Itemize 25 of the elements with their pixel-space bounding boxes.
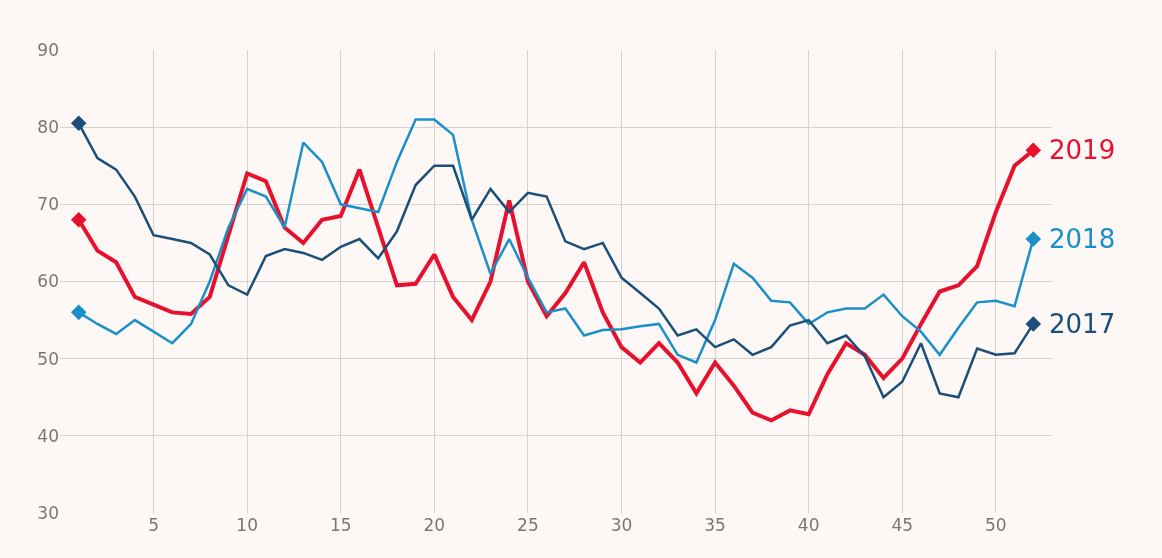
y-tick-label: 80 <box>37 117 59 138</box>
y-tick-label: 40 <box>37 425 59 446</box>
x-tick-label: 40 <box>797 515 820 535</box>
x-tick-label: 45 <box>891 515 914 535</box>
point <box>70 211 87 228</box>
point <box>1025 231 1042 247</box>
y-tick-label: 50 <box>37 348 59 369</box>
point <box>70 115 87 132</box>
point <box>1025 316 1042 332</box>
x-tick-label: 15 <box>329 515 352 535</box>
x-tick-label: 10 <box>236 515 258 535</box>
x-tick-label: 30 <box>610 515 633 535</box>
series-label: 2019 <box>1049 135 1116 165</box>
y-tick-label: 60 <box>37 271 59 292</box>
x-tick-label: 20 <box>423 515 446 535</box>
x-tick-label: 25 <box>517 515 539 535</box>
x-tick-label: 50 <box>985 515 1007 535</box>
point <box>1025 142 1042 159</box>
series-label: 2017 <box>1049 309 1116 339</box>
point <box>70 304 87 321</box>
y-tick-label: 90 <box>37 39 59 60</box>
y-tick-label: 70 <box>37 194 59 215</box>
x-tick-label: 5 <box>148 515 159 535</box>
series-label: 2018 <box>1049 224 1116 254</box>
x-tick-label: 35 <box>704 515 726 535</box>
